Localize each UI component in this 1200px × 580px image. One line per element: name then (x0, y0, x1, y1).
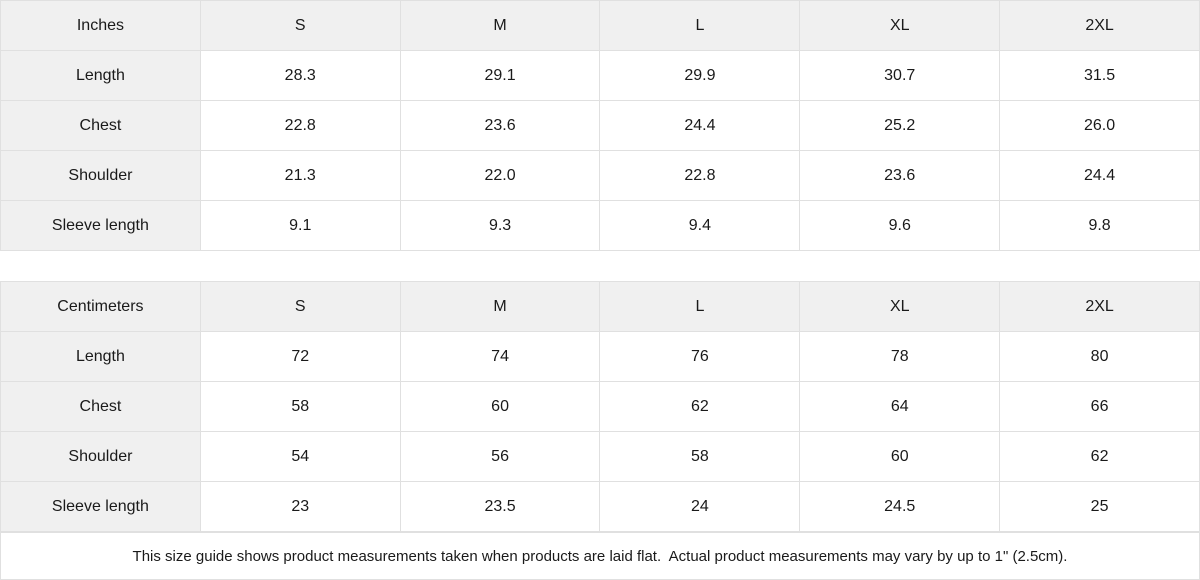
size-guide-note-text: This size guide shows product measuremen… (132, 547, 1068, 565)
centimeters-size-table: Centimeters S M L XL 2XL Length 72 74 76… (0, 281, 1200, 532)
value-cell: 22.8 (599, 150, 801, 201)
size-header-cell-l: L (599, 0, 801, 51)
table-row-sleeve-length: Sleeve length 23 23.5 24 24.5 25 (0, 481, 1200, 532)
size-header-cell-s: S (199, 0, 401, 51)
value-cell: 76 (599, 331, 801, 382)
value-cell: 78 (799, 331, 1001, 382)
value-cell: 29.9 (599, 50, 801, 101)
value-cell: 29.1 (399, 50, 601, 101)
unit-header-cell: Inches (0, 0, 201, 51)
value-cell: 28.3 (199, 50, 401, 101)
table-row-shoulder: Shoulder 21.3 22.0 22.8 23.6 24.4 (0, 150, 1200, 201)
unit-header-cell: Centimeters (0, 281, 201, 332)
size-header-cell-m: M (399, 0, 601, 51)
row-label-cell: Length (0, 331, 201, 382)
value-cell: 60 (799, 431, 1001, 482)
table-row-chest: Chest 58 60 62 64 66 (0, 381, 1200, 432)
value-cell: 9.4 (599, 200, 801, 251)
value-cell: 64 (799, 381, 1001, 432)
table-spacer (0, 251, 1200, 281)
row-label-cell: Shoulder (0, 150, 201, 201)
value-cell: 58 (199, 381, 401, 432)
value-cell: 54 (199, 431, 401, 482)
value-cell: 24.4 (999, 150, 1200, 201)
value-cell: 23.6 (799, 150, 1001, 201)
value-cell: 24.4 (599, 100, 801, 151)
value-cell: 31.5 (999, 50, 1200, 101)
table-row-length: Length 72 74 76 78 80 (0, 331, 1200, 382)
value-cell: 60 (399, 381, 601, 432)
row-label-cell: Shoulder (0, 431, 201, 482)
value-cell: 23.6 (399, 100, 601, 151)
value-cell: 22.8 (199, 100, 401, 151)
table-row-chest: Chest 22.8 23.6 24.4 25.2 26.0 (0, 100, 1200, 151)
value-cell: 25.2 (799, 100, 1001, 151)
size-header-cell-m: M (399, 281, 601, 332)
value-cell: 26.0 (999, 100, 1200, 151)
value-cell: 74 (399, 331, 601, 382)
value-cell: 62 (599, 381, 801, 432)
value-cell: 72 (199, 331, 401, 382)
size-header-cell-xl: XL (799, 0, 1001, 51)
value-cell: 24 (599, 481, 801, 532)
size-header-cell-s: S (199, 281, 401, 332)
value-cell: 9.6 (799, 200, 1001, 251)
table-row-shoulder: Shoulder 54 56 58 60 62 (0, 431, 1200, 482)
size-header-cell-2xl: 2XL (999, 281, 1200, 332)
value-cell: 30.7 (799, 50, 1001, 101)
value-cell: 22.0 (399, 150, 601, 201)
value-cell: 58 (599, 431, 801, 482)
table-row-length: Length 28.3 29.1 29.9 30.7 31.5 (0, 50, 1200, 101)
value-cell: 9.1 (199, 200, 401, 251)
table-row-sleeve-length: Sleeve length 9.1 9.3 9.4 9.6 9.8 (0, 200, 1200, 251)
size-header-cell-l: L (599, 281, 801, 332)
value-cell: 66 (999, 381, 1200, 432)
value-cell: 56 (399, 431, 601, 482)
size-header-cell-2xl: 2XL (999, 0, 1200, 51)
row-label-cell: Chest (0, 100, 201, 151)
size-header-cell-xl: XL (799, 281, 1001, 332)
value-cell: 23 (199, 481, 401, 532)
value-cell: 9.8 (999, 200, 1200, 251)
value-cell: 25 (999, 481, 1200, 532)
row-label-cell: Chest (0, 381, 201, 432)
inches-size-table: Inches S M L XL 2XL Length 28.3 29.1 29.… (0, 0, 1200, 251)
row-label-cell: Sleeve length (0, 200, 201, 251)
size-guide-note: This size guide shows product measuremen… (0, 532, 1200, 580)
value-cell: 21.3 (199, 150, 401, 201)
value-cell: 62 (999, 431, 1200, 482)
row-label-cell: Length (0, 50, 201, 101)
centimeters-header-row: Centimeters S M L XL 2XL (0, 281, 1200, 332)
value-cell: 23.5 (399, 481, 601, 532)
value-cell: 9.3 (399, 200, 601, 251)
value-cell: 80 (999, 331, 1200, 382)
inches-header-row: Inches S M L XL 2XL (0, 0, 1200, 51)
value-cell: 24.5 (799, 481, 1001, 532)
row-label-cell: Sleeve length (0, 481, 201, 532)
